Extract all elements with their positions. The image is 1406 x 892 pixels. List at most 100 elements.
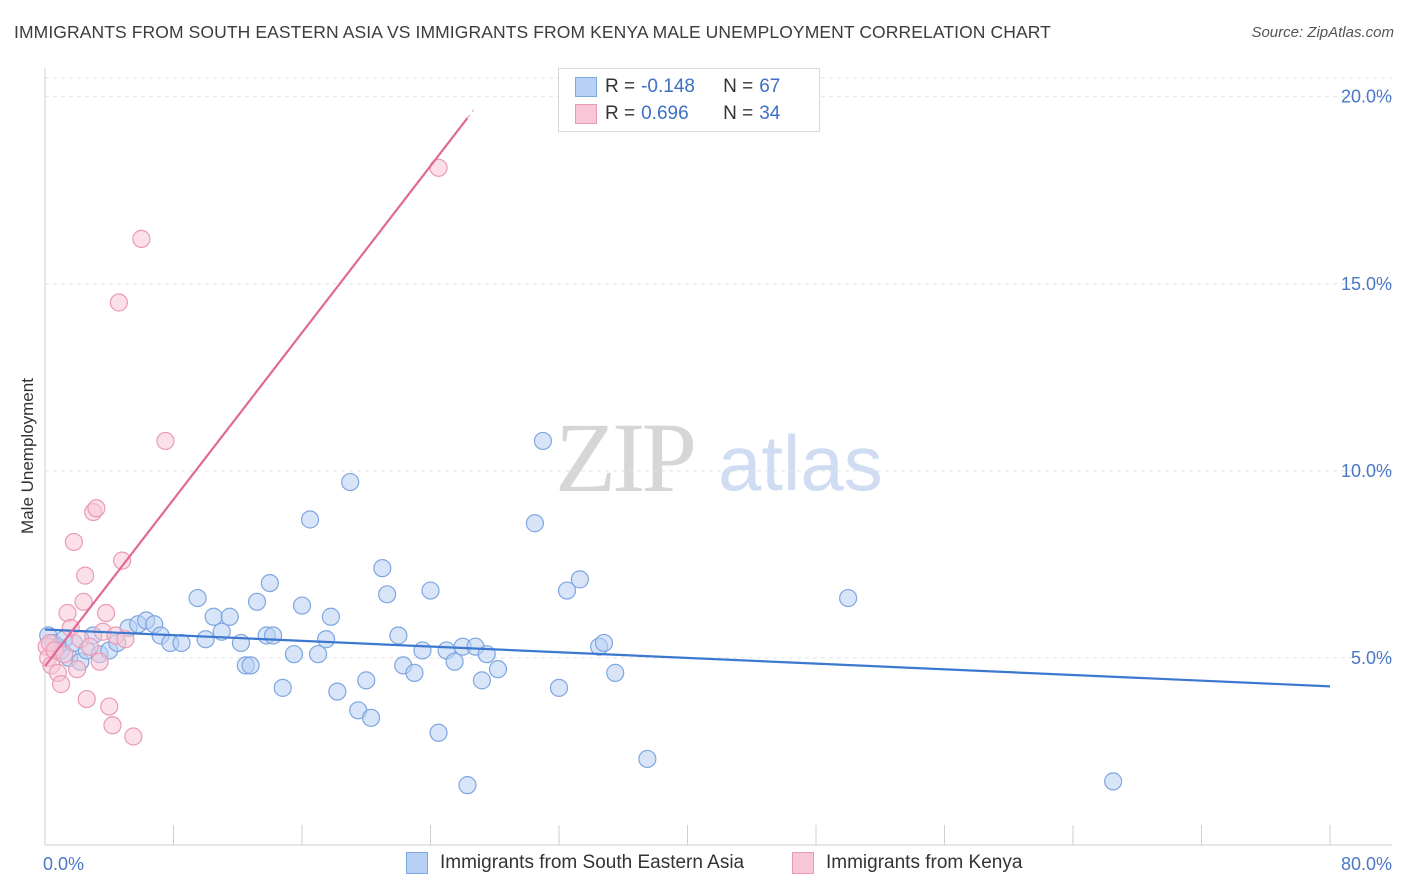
legend-r-value: -0.148 (641, 76, 695, 97)
point-south-eastern-asia (260, 573, 279, 593)
point-south-eastern-asia (570, 570, 589, 589)
point-south-eastern-asia (533, 431, 553, 451)
legend-n-label: N = (723, 76, 754, 97)
point-south-eastern-asia (472, 671, 491, 690)
y-tick-label: 20.0% (1341, 87, 1392, 107)
trendline-south-eastern-asia (44, 628, 1331, 688)
point-kenya (68, 660, 87, 679)
legend-r-value: 0.696 (641, 103, 689, 124)
point-kenya (156, 431, 175, 451)
point-south-eastern-asia (458, 776, 477, 795)
point-south-eastern-asia (316, 630, 336, 649)
legend-swatch-blue (575, 77, 597, 97)
series-kenya-points (37, 158, 448, 746)
x-tick-label-min: 0.0% (43, 854, 84, 874)
point-south-eastern-asia (247, 592, 267, 611)
point-south-eastern-asia (196, 630, 215, 649)
point-south-eastern-asia (1104, 772, 1123, 791)
legend-label: Immigrants from Kenya (826, 852, 1023, 873)
point-south-eastern-asia (263, 626, 283, 645)
point-south-eastern-asia (204, 607, 223, 626)
point-kenya (100, 697, 119, 716)
point-kenya (90, 652, 109, 671)
point-kenya (76, 566, 95, 585)
axes (44, 68, 1392, 846)
point-kenya (80, 637, 100, 656)
point-south-eastern-asia (300, 510, 320, 529)
point-south-eastern-asia (172, 633, 191, 653)
chart-title: IMMIGRANTS FROM SOUTH EASTERN ASIA VS IM… (14, 22, 1051, 42)
point-kenya (55, 645, 74, 664)
point-south-eastern-asia (525, 514, 545, 533)
point-kenya (116, 630, 135, 649)
legend-n-value: 67 (759, 76, 781, 97)
point-south-eastern-asia (373, 559, 392, 578)
legend-row-kenya: R = 0.696 N = 34 (575, 102, 781, 126)
point-kenya (51, 675, 71, 694)
point-kenya (58, 603, 77, 623)
point-south-eastern-asia (557, 581, 577, 600)
point-south-eastern-asia (321, 607, 341, 626)
correlation-legend: R = -0.148 N = 67 R = 0.696 N = 34 (558, 68, 820, 132)
point-south-eastern-asia (357, 671, 376, 690)
y-tick-label: 15.0% (1341, 274, 1392, 294)
y-tick-label: 5.0% (1351, 648, 1392, 668)
point-south-eastern-asia (328, 682, 347, 701)
point-kenya (64, 532, 84, 552)
series-legend: Immigrants from South Eastern Asia Immig… (0, 852, 1406, 878)
point-south-eastern-asia (413, 641, 432, 660)
point-south-eastern-asia (405, 663, 424, 682)
point-kenya (112, 551, 132, 570)
point-south-eastern-asia (378, 585, 397, 604)
tick-labels: 5.0% 10.0% 15.0% 20.0% 0.0% 80.0% (43, 87, 1392, 874)
point-south-eastern-asia (273, 678, 292, 697)
legend-item-south-eastern-asia: Immigrants from South Eastern Asia (406, 852, 744, 874)
series-south-eastern-asia-points (39, 431, 1123, 795)
point-south-eastern-asia (488, 660, 508, 679)
point-south-eastern-asia (839, 588, 858, 608)
point-south-eastern-asia (594, 633, 614, 653)
point-south-eastern-asia (241, 656, 260, 675)
watermark-atlas: atlas (718, 419, 883, 507)
legend-n-value: 34 (759, 103, 781, 124)
legend-item-kenya: Immigrants from Kenya (792, 852, 1022, 874)
legend-r-label: R = (605, 76, 636, 97)
point-south-eastern-asia (389, 626, 408, 645)
legend-r-label: R = (605, 103, 636, 124)
point-south-eastern-asia (445, 652, 464, 671)
trendline-kenya-extension (466, 109, 475, 119)
point-kenya (132, 229, 151, 248)
legend-swatch-blue (406, 852, 428, 874)
gridlines (45, 77, 1392, 659)
point-kenya (109, 293, 128, 312)
legend-swatch-pink (792, 852, 814, 874)
legend-swatch-pink (575, 104, 597, 124)
point-south-eastern-asia (421, 581, 440, 600)
trendlines (44, 109, 1331, 688)
legend-row-south-eastern-asia: R = -0.148 N = 67 (575, 75, 781, 99)
point-kenya (87, 499, 106, 518)
watermark-zip: ZIP (555, 402, 697, 513)
legend-n-label: N = (723, 103, 754, 124)
point-south-eastern-asia (292, 596, 312, 615)
point-south-eastern-asia (188, 588, 207, 608)
trendline-kenya (44, 117, 469, 667)
source-attribution: Source: ZipAtlas.com (1251, 24, 1394, 41)
point-kenya (103, 716, 122, 735)
point-south-eastern-asia (212, 622, 231, 641)
point-south-eastern-asia (361, 708, 381, 727)
point-south-eastern-asia (606, 663, 625, 682)
point-south-eastern-asia (429, 723, 448, 742)
point-kenya (74, 592, 93, 611)
point-south-eastern-asia (284, 645, 304, 664)
point-south-eastern-asia (308, 645, 328, 664)
point-south-eastern-asia (549, 678, 569, 697)
legend-label: Immigrants from South Eastern Asia (440, 852, 745, 873)
point-south-eastern-asia (638, 749, 657, 769)
point-kenya (96, 603, 116, 623)
point-south-eastern-asia (220, 607, 239, 626)
point-south-eastern-asia (341, 472, 360, 492)
y-tick-label: 10.0% (1341, 461, 1392, 481)
point-kenya (77, 689, 96, 709)
point-kenya (124, 727, 143, 746)
